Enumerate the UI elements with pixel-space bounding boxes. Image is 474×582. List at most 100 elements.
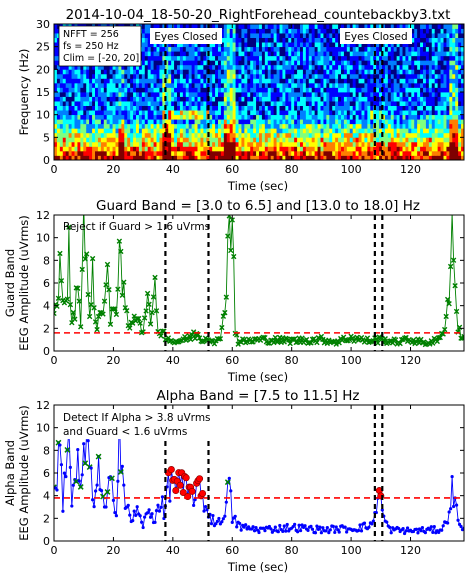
spectrogram-cell xyxy=(455,105,459,111)
spectrogram-cell xyxy=(458,37,462,43)
spectrogram-cell xyxy=(423,73,427,79)
spectrogram-cell xyxy=(150,78,154,84)
guard-point xyxy=(122,305,128,311)
spectrogram-cell xyxy=(162,150,166,156)
spectrogram-cell xyxy=(437,114,441,120)
spectrogram-cell xyxy=(141,119,146,125)
spectrogram-cell xyxy=(168,24,172,29)
spectrogram-cell xyxy=(264,46,269,52)
spectrogram-cell xyxy=(238,155,242,161)
spectrogram-cell xyxy=(168,87,172,93)
spectrogram-cell xyxy=(326,46,330,52)
spectrogram-cell xyxy=(253,87,257,93)
spectrogram-cell xyxy=(285,128,289,134)
spectrogram-cell xyxy=(382,150,386,156)
spectrogram-cell xyxy=(434,92,439,97)
spectrogram-cell xyxy=(83,141,87,147)
spectrogram-cell xyxy=(100,92,105,97)
spectrogram-cell xyxy=(62,114,67,120)
guard-band-panel: Guard Band = [3.0 to 6.5] and [13.0 to 1… xyxy=(3,198,465,384)
spectrogram-cell xyxy=(188,110,193,116)
spectrogram-cell xyxy=(399,137,403,143)
spectrogram-cell xyxy=(349,64,354,70)
spectrogram-cell xyxy=(218,24,222,29)
spectrogram-cell xyxy=(434,28,439,34)
spectrogram-cell xyxy=(387,64,392,70)
spectrogram-cell xyxy=(92,110,96,116)
spectrogram-cell xyxy=(431,92,436,97)
spectrogram-cell xyxy=(121,146,125,152)
alpha-point xyxy=(263,529,267,533)
spectrogram-cell xyxy=(168,150,172,156)
spectrogram-cell xyxy=(434,119,439,125)
spectrogram-cell xyxy=(373,64,377,70)
spectrogram-cell xyxy=(68,96,72,102)
spectrogram-cell xyxy=(302,123,307,129)
spectrogram-cell xyxy=(300,60,304,66)
spectrogram-cell xyxy=(174,114,178,120)
spectrogram-cell xyxy=(414,60,418,66)
spectrogram-cell xyxy=(317,33,321,38)
spectrogram-cell xyxy=(212,87,216,93)
spectrogram-cell xyxy=(156,46,160,52)
spectrogram-cell xyxy=(343,78,348,84)
spectrogram-cell xyxy=(203,69,207,75)
guard-point xyxy=(421,339,427,345)
spectrogram-cell xyxy=(136,128,140,134)
alpha-point xyxy=(205,508,209,512)
spectrogram-cell xyxy=(428,51,433,57)
spectrogram-cell xyxy=(68,82,72,88)
spectrogram-cell xyxy=(136,82,140,88)
spectrogram-cell xyxy=(77,82,81,88)
spectrogram-cell xyxy=(241,24,245,29)
spectrogram-cell xyxy=(177,137,181,143)
spectrogram-cell xyxy=(376,110,380,116)
spectrogram-cell xyxy=(452,101,456,106)
spectrogram-cell xyxy=(229,69,234,75)
spectrogram-cell xyxy=(83,87,87,93)
spectrogram-cell xyxy=(218,114,222,120)
spectrogram-cell xyxy=(384,51,389,57)
spectrogram-cell xyxy=(390,146,395,152)
spectrogram-cell xyxy=(294,114,298,120)
spectrogram-cell xyxy=(329,114,333,120)
spectrogram-cell xyxy=(305,128,310,134)
spectrogram-cell xyxy=(179,150,184,156)
spectrogram-cell xyxy=(358,114,362,120)
spectrogram-cell xyxy=(379,46,383,52)
spectrogram-cell xyxy=(267,37,272,43)
spectrogram-cell xyxy=(56,92,61,97)
spectrogram-cell xyxy=(411,78,415,84)
spectrogram-cell xyxy=(226,64,231,70)
spectrogram-cell xyxy=(414,87,418,93)
spectrogram-cell xyxy=(417,96,421,102)
spectrogram-cell xyxy=(311,42,316,48)
spectrogram-cell xyxy=(209,114,213,120)
spectrogram-cell xyxy=(182,155,187,161)
spectrogram-cell xyxy=(253,42,257,48)
spectrogram-cell xyxy=(130,150,134,156)
spectrogram-cell xyxy=(253,137,257,143)
spectrogram-cell xyxy=(174,128,178,134)
guard-point xyxy=(436,334,442,341)
spectrogram-cell xyxy=(179,155,184,161)
spectrogram-cell xyxy=(62,105,67,111)
spectrogram-cell xyxy=(346,55,351,61)
spectrogram-cell xyxy=(382,92,386,97)
spectrogram-cell xyxy=(86,114,90,120)
spectrogram-cell xyxy=(434,101,439,106)
spectrogram-cell xyxy=(92,101,96,106)
spectrogram-cell xyxy=(370,105,374,111)
spectrogram-cell xyxy=(141,64,146,70)
spectrogram-cell xyxy=(177,87,181,93)
spectrogram-cell xyxy=(300,42,304,48)
spectrogram-cell xyxy=(428,60,433,66)
spectrogram-cell xyxy=(323,46,327,52)
spectrogram-cell xyxy=(80,150,84,156)
spectrogram-cell xyxy=(291,137,295,143)
spectrogram-cell xyxy=(168,110,172,116)
spectrogram-cell xyxy=(250,87,254,93)
spectrogram-cell xyxy=(147,78,152,84)
guard-point xyxy=(104,261,111,268)
spectrogram-cell xyxy=(411,24,415,29)
